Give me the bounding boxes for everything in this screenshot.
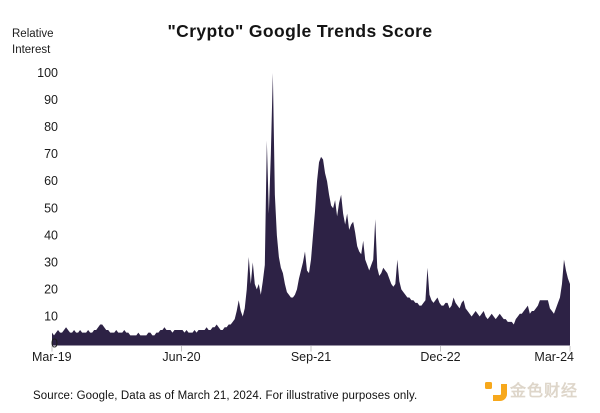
jinse-logo-icon [484, 380, 507, 403]
x-axis-baseline [52, 341, 570, 346]
y-tick-label: 100 [37, 66, 58, 80]
y-tick-label: 30 [44, 255, 58, 269]
x-tick-label: Jun-20 [162, 350, 200, 364]
trends-area-series [52, 73, 570, 346]
y-tick-label: 70 [44, 147, 58, 161]
x-tick-label: Sep-21 [291, 350, 331, 364]
y-tick-label: 20 [44, 282, 58, 296]
x-tick-label: Mar-24 [534, 350, 574, 364]
chart-title: "Crypto" Google Trends Score [167, 21, 433, 41]
jinse-finance-logo: 金色财经 [484, 380, 578, 403]
y-tick-label: 40 [44, 228, 58, 242]
y-axis-title: Relative Interest [12, 28, 54, 56]
y-tick-label: 80 [44, 120, 58, 134]
jinse-logo-text: 金色财经 [510, 383, 579, 400]
y-tick-label: 10 [44, 309, 58, 323]
y-tick-label: 0 [51, 337, 58, 351]
logo-bracket-block [493, 384, 507, 401]
source-note: Source: Google, Data as of March 21, 202… [33, 390, 418, 402]
logo-square-block [485, 382, 492, 389]
x-tick-label: Mar-19 [32, 350, 72, 364]
x-tick-label: Dec-22 [420, 350, 460, 364]
y-tick-label: 50 [44, 201, 58, 215]
y-tick-label: 60 [44, 174, 58, 188]
y-tick-label: 90 [44, 93, 58, 107]
